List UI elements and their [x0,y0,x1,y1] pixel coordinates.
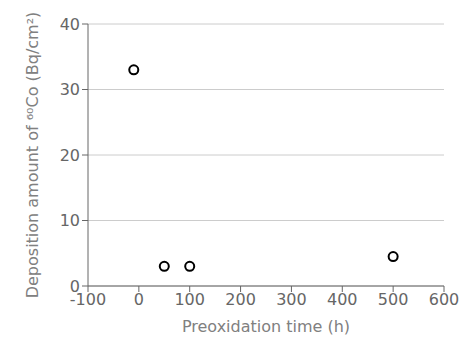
svg-text:40: 40 [60,15,80,34]
svg-text:20: 20 [60,146,80,165]
svg-text:30: 30 [60,80,80,99]
svg-text:Deposition amount of ⁶⁰Co (Bq/: Deposition amount of ⁶⁰Co (Bq/cm²) [23,12,42,299]
svg-text:500: 500 [378,290,409,309]
svg-text:10: 10 [60,211,80,230]
svg-text:100: 100 [174,290,205,309]
svg-text:-100: -100 [69,290,107,310]
svg-text:300: 300 [276,290,307,309]
svg-text:0: 0 [70,277,80,296]
svg-text:0: 0 [134,290,144,309]
svg-text:600: 600 [429,290,460,309]
svg-text:Preoxidation time (h): Preoxidation time (h) [182,317,350,336]
svg-text:200: 200 [225,290,256,309]
svg-text:400: 400 [327,290,358,309]
